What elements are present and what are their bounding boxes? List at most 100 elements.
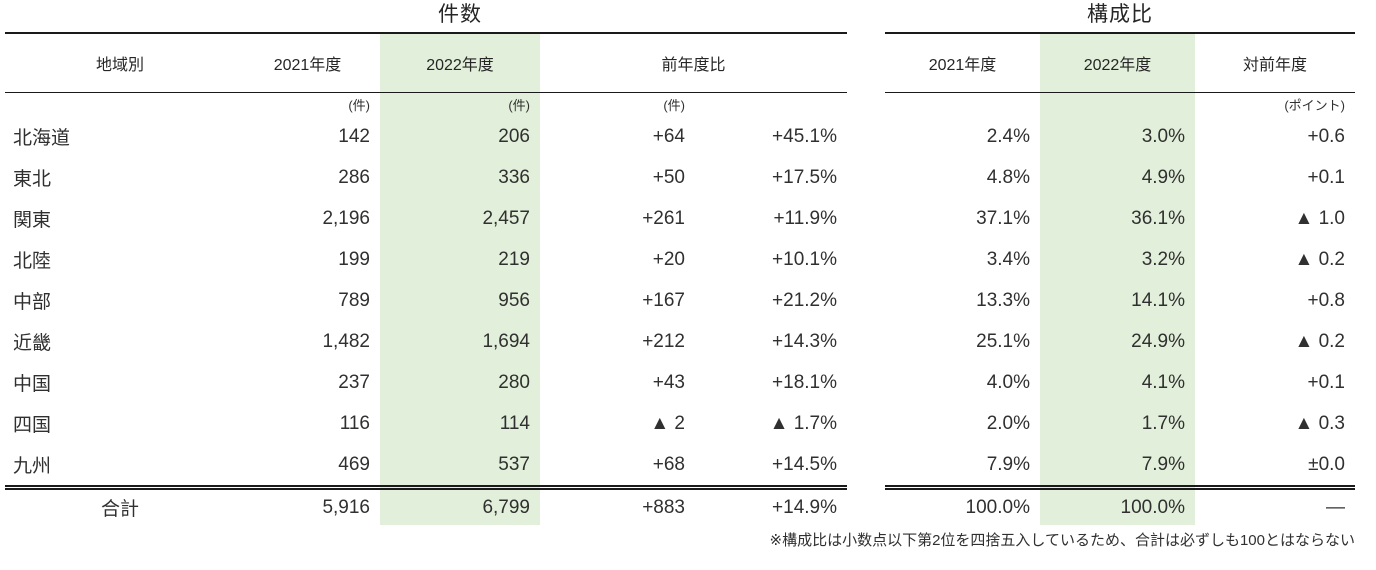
region-label-cell: 東北 [13, 169, 52, 190]
share-change-cell: ±0.0 [1308, 453, 1345, 475]
count-table-row: 中部 789 956 +167 +21.2% [5, 280, 847, 321]
count-header-fy2022: 2022年度 [380, 32, 540, 93]
yoy-pct-cell: +10.1% [772, 248, 838, 270]
region-label-cell: 中国 [13, 374, 52, 395]
count-header-fy2021: 2021年度 [235, 32, 380, 93]
share-2021-cell: 100.0% [885, 485, 1040, 525]
count-header-region: 地域別 [5, 32, 235, 93]
share-header-vs-prev-year: 対前年度 [1195, 32, 1355, 93]
count-table-row: 九州 469 537 +68 +14.5% [5, 444, 847, 488]
count-table-row: 近畿 1,482 1,694 +212 +14.3% [5, 321, 847, 362]
region-label-cell: 近畿 [13, 333, 52, 354]
share-2021-cell: 4.8% [986, 166, 1030, 188]
region-label-cell: 北海道 [13, 128, 71, 149]
share-table: 2021年度 2022年度 対前年度 (ポイント) 2.4% 3.0% +0.6 4.… [885, 32, 1355, 525]
count-2022-cell: 537 [380, 444, 540, 488]
count-2022-cell: 1,694 [380, 321, 540, 362]
yoy-diff-cell: +20 [652, 248, 685, 270]
count-2021-cell: 237 [338, 371, 370, 393]
region-label-cell: 合計 [5, 485, 235, 525]
region-label-cell: 北陸 [13, 251, 52, 272]
share-change-cell: ▲ 1.0 [1294, 207, 1346, 229]
count-table-row: 関東 2,196 2,457 +261 +11.9% [5, 198, 847, 239]
share-table-row: 13.3% 14.1% +0.8 [885, 280, 1355, 321]
yoy-diff-cell: +167 [642, 289, 685, 311]
yoy-pct-cell: +21.2% [772, 289, 838, 311]
share-2022-cell: 24.9% [1040, 321, 1195, 362]
share-2022-cell: 4.9% [1040, 157, 1195, 198]
share-header-fy2022: 2022年度 [1040, 32, 1195, 93]
yoy-pct-cell: +11.9% [773, 207, 838, 229]
yoy-diff-cell: +883 [540, 485, 695, 525]
yoy-pct-cell: +45.1% [772, 125, 838, 147]
share-table-section: 構成比 2021年度 2022年度 対前年度 (ポイント) 2.4% 3. [885, 0, 1355, 525]
share-table-row: 4.8% 4.9% +0.1 [885, 157, 1355, 198]
count-table-title: 件数 [438, 3, 482, 26]
share-change-cell: +0.1 [1307, 371, 1345, 393]
count-2022-cell: 336 [380, 157, 540, 198]
count-2021-cell: 286 [338, 166, 370, 188]
count-table-row: 北海道 142 206 +64 +45.1% [5, 116, 847, 157]
count-2021-cell: 5,916 [235, 485, 380, 525]
count-header-yoy: 前年度比 [540, 32, 848, 93]
share-2022-cell: 36.1% [1040, 198, 1195, 239]
count-2022-cell: 219 [380, 239, 540, 280]
unit-empty [1040, 92, 1195, 116]
yoy-pct-cell: +14.3% [772, 330, 838, 352]
share-2021-cell: 3.4% [986, 248, 1030, 270]
share-2022-cell: 100.0% [1040, 485, 1195, 525]
yoy-diff-cell: +43 [652, 371, 685, 393]
yoy-pct-cell: +14.9% [695, 485, 848, 525]
count-2021-cell: 142 [338, 125, 370, 147]
count-table: 地域別 2021年度 2022年度 前年度比 (件) (件) (件) 北海道 14… [5, 32, 848, 525]
share-2021-cell: 2.4% [986, 125, 1030, 147]
yoy-diff-cell: +64 [652, 125, 685, 147]
yoy-pct-cell: +18.1% [772, 371, 838, 393]
count-table-row: 東北 286 336 +50 +17.5% [5, 157, 847, 198]
share-2021-cell: 7.9% [986, 453, 1030, 475]
unit-share-change: (ポイント) [1284, 98, 1345, 113]
region-label-cell: 関東 [13, 210, 52, 231]
count-total-row: 合計 5,916 6,799 +883 +14.9% [5, 485, 848, 525]
share-2021-cell: 13.3% [976, 289, 1030, 311]
count-table-section: 件数 地域別 2021年度 2022年度 前年度比 (件) ( [5, 0, 848, 525]
region-label-cell: 四国 [13, 415, 52, 436]
region-label-cell: 中部 [13, 292, 52, 313]
count-2022-cell: 956 [380, 280, 540, 321]
share-2021-cell: 37.1% [976, 207, 1030, 229]
count-table-unit-row: (件) (件) (件) [5, 92, 847, 117]
share-change-cell: ▲ 0.2 [1294, 330, 1346, 352]
share-2022-cell: 1.7% [1040, 403, 1195, 444]
share-2022-cell: 4.1% [1040, 362, 1195, 403]
share-change-cell: +0.6 [1307, 125, 1345, 147]
share-2021-cell: 2.0% [986, 412, 1030, 434]
share-table-row: 37.1% 36.1% ▲ 1.0 [885, 198, 1355, 239]
unit-count-fy2021: (件) [348, 98, 370, 113]
unit-yoy-diff: (件) [663, 98, 685, 113]
count-2022-cell: 206 [380, 116, 540, 157]
count-2021-cell: 469 [338, 453, 370, 475]
count-table-row: 中国 237 280 +43 +18.1% [5, 362, 847, 403]
share-total-row: 100.0% 100.0% — [885, 485, 1355, 525]
count-table-row: 北陸 199 219 +20 +10.1% [5, 239, 847, 280]
count-2021-cell: 789 [338, 289, 370, 311]
share-2021-cell: 4.0% [986, 371, 1030, 393]
share-2022-cell: 3.2% [1040, 239, 1195, 280]
region-label-cell: 九州 [13, 456, 52, 477]
share-table-row: 2.0% 1.7% ▲ 0.3 [885, 403, 1355, 444]
count-table-row: 四国 116 114 ▲ 2 ▲ 1.7% [5, 403, 847, 444]
count-table-header-row: 地域別 2021年度 2022年度 前年度比 [5, 32, 848, 93]
unit-count-fy2022: (件) [380, 92, 540, 116]
unit-empty [885, 93, 1040, 117]
share-table-header-row: 2021年度 2022年度 対前年度 [885, 32, 1355, 93]
count-2021-cell: 116 [339, 412, 370, 434]
share-table-row: 7.9% 7.9% ±0.0 [885, 444, 1355, 488]
count-2022-cell: 114 [380, 403, 540, 444]
share-2022-cell: 3.0% [1040, 116, 1195, 157]
yoy-diff-cell: +68 [652, 453, 685, 475]
unit-empty [5, 93, 235, 117]
share-table-row: 2.4% 3.0% +0.6 [885, 116, 1355, 157]
count-2021-cell: 199 [338, 248, 370, 270]
share-table-row: 25.1% 24.9% ▲ 0.2 [885, 321, 1355, 362]
